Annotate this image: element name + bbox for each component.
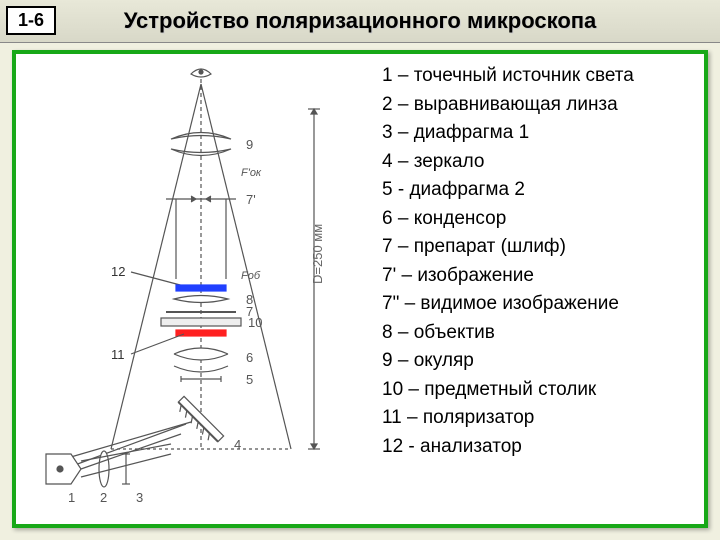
title-bar: Устройство поляризационного микроскопа [0,0,720,43]
dimension-label: D=250 мм [310,224,325,284]
microscope-diagram: 9 F'ок 7' 12 Fоб 8 [16,54,376,524]
legend-item: 7 – препарат (шлиф) [382,233,698,262]
legend-item: 7' – изображение [382,262,698,291]
svg-text:F'ок: F'ок [241,167,262,179]
svg-text:Fоб: Fоб [241,270,261,282]
svg-text:7': 7' [246,192,256,207]
svg-text:3: 3 [136,490,143,505]
legend-item: 3 – диафрагма 1 [382,119,698,148]
svg-text:5: 5 [246,372,253,387]
legend-item: 10 – предметный столик [382,376,698,405]
page-number-badge: 1-6 [6,6,56,35]
content-frame: 9 F'ок 7' 12 Fоб 8 [12,50,708,528]
legend-item: 8 – объектив [382,319,698,348]
page-title: Устройство поляризационного микроскопа [124,8,597,34]
legend-item: 5 - диафрагма 2 [382,176,698,205]
svg-text:9: 9 [246,137,253,152]
svg-text:6: 6 [246,350,253,365]
legend-item: 6 – конденсор [382,205,698,234]
legend-pane: 1 – точечный источник света 2 – выравнив… [376,54,704,524]
legend-item: 11 – поляризатор [382,404,698,433]
legend-item: 4 – зеркало [382,148,698,177]
svg-text:4: 4 [234,437,241,452]
label-11: 11 [111,347,125,362]
legend-item: 2 – выравнивающая линза [382,91,698,120]
legend-item: 12 - анализатор [382,433,698,462]
svg-text:1: 1 [68,490,75,505]
svg-text:2: 2 [100,490,107,505]
legend-item: 7" – видимое изображение [382,290,698,319]
legend-item: 1 – точечный источник света [382,62,698,91]
diagram-pane: 9 F'ок 7' 12 Fоб 8 [16,54,376,524]
legend-item: 9 – окуляр [382,347,698,376]
label-12: 12 [111,264,125,279]
